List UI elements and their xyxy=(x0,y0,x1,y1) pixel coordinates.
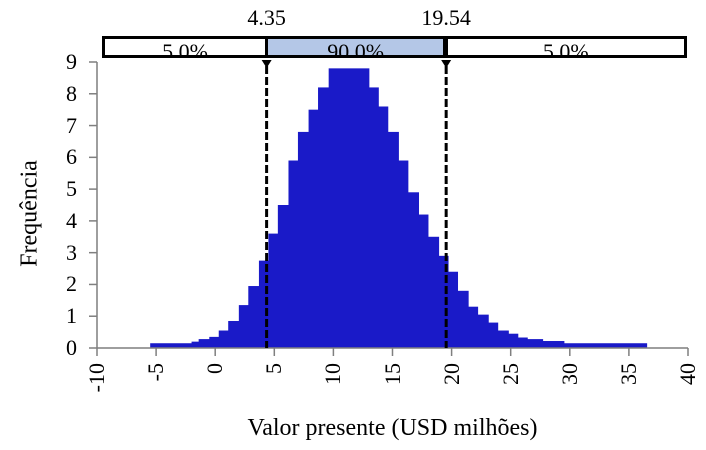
histogram-bar xyxy=(418,214,429,348)
marker-arrow-icon xyxy=(441,60,452,68)
x-tick-label: -10 xyxy=(84,363,109,393)
histogram-bar xyxy=(387,131,399,348)
histogram-bar xyxy=(308,109,319,349)
x-tick-label: 10 xyxy=(320,363,346,385)
x-tick-label: 40 xyxy=(675,363,700,385)
histogram-bar xyxy=(542,341,565,348)
y-tick-label: 9 xyxy=(66,49,77,74)
percentile-band-label: 5.0% xyxy=(542,39,589,58)
histogram-bar xyxy=(277,205,289,348)
percentile-band-label: 5.0% xyxy=(162,39,208,58)
x-tick-label: 0 xyxy=(202,363,228,374)
x-tick-label: 25 xyxy=(497,363,523,385)
axes xyxy=(89,61,689,356)
percentile-marker-value: 4.35 xyxy=(247,5,286,30)
histogram-bar xyxy=(248,286,260,348)
histogram-bars xyxy=(150,68,648,349)
histogram-bar xyxy=(238,305,249,348)
histogram-bar xyxy=(209,336,220,348)
x-tick-label: 30 xyxy=(556,363,582,385)
histogram-bar xyxy=(427,236,440,348)
x-tick-label: 15 xyxy=(379,363,405,385)
histogram-bar xyxy=(508,333,519,348)
percentile-band-label: 90.0% xyxy=(327,39,385,58)
histogram-bar xyxy=(378,106,389,348)
histogram-bar xyxy=(488,322,499,348)
x-tick-label: 20 xyxy=(438,363,464,385)
histogram-bar xyxy=(328,68,370,348)
histogram-bar xyxy=(288,160,299,348)
histogram-bar xyxy=(477,314,489,348)
histogram-bar xyxy=(297,131,310,348)
histogram-bar xyxy=(497,330,509,348)
x-tick-label: 5 xyxy=(261,363,287,374)
histogram-bar xyxy=(368,87,379,348)
percentile-band: 5.0% xyxy=(102,36,269,58)
histogram-bar xyxy=(318,87,330,348)
y-axis-label: Frequência xyxy=(16,160,43,267)
y-tick-label: 3 xyxy=(66,239,77,265)
percentile-band: 90.0% xyxy=(265,36,447,58)
histogram-bar xyxy=(258,260,269,348)
histogram-bar xyxy=(398,160,409,348)
percentile-marker-value: 19.54 xyxy=(421,5,471,30)
histogram-bar xyxy=(438,255,449,348)
marker-arrow-icon xyxy=(261,60,272,68)
percentile-marker-lines xyxy=(261,60,452,348)
histogram-bar xyxy=(457,290,469,348)
y-tick-label: 1 xyxy=(66,303,77,329)
y-tick-label: 4 xyxy=(66,207,77,233)
histogram-bar xyxy=(468,306,479,348)
histogram-bar xyxy=(407,192,420,348)
x-tick-label: 35 xyxy=(615,363,641,385)
y-tick-label: 6 xyxy=(66,144,77,170)
y-tick-label: 8 xyxy=(66,80,77,106)
percentile-band: 5.0% xyxy=(444,36,687,58)
histogram-bar xyxy=(527,339,544,348)
histogram-bar xyxy=(563,343,648,348)
histogram-bar xyxy=(218,330,229,348)
x-axis-label: Valor presente (USD milhões) xyxy=(247,415,538,441)
histogram-bar xyxy=(150,343,193,348)
histogram-bar xyxy=(228,320,240,348)
y-tick-label: 7 xyxy=(66,112,77,138)
histogram-bar xyxy=(198,339,210,348)
histogram-bar xyxy=(268,233,279,348)
histogram-bar xyxy=(191,341,200,348)
x-tick-label: -5 xyxy=(143,363,169,382)
y-tick-label: 5 xyxy=(66,176,77,202)
histogram-bar xyxy=(448,271,459,348)
y-tick-label: 2 xyxy=(66,271,77,297)
y-tick-label: 0 xyxy=(66,335,77,360)
histogram-bar xyxy=(517,337,528,348)
